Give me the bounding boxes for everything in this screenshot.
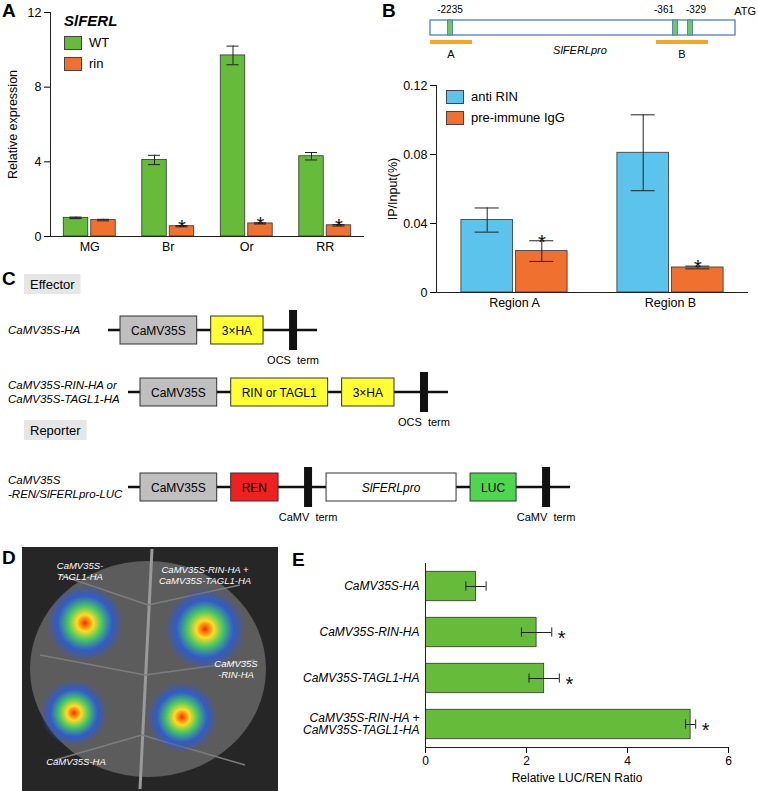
svg-text:CaMV35S-TAGL1-HA: CaMV35S-TAGL1-HA	[8, 393, 120, 405]
svg-text:CaMV term: CaMV term	[517, 511, 576, 523]
svg-text:*: *	[538, 231, 546, 253]
svg-text:RR: RR	[316, 240, 334, 254]
svg-text:-329: -329	[686, 4, 706, 15]
html-text:SlFERL: SlFERL	[64, 12, 118, 29]
svg-text:CaMV35S-RIN-HA or: CaMV35S-RIN-HA or	[8, 379, 118, 391]
svg-text:CaMV35S-HA: CaMV35S-HA	[8, 324, 81, 336]
svg-text:*: *	[178, 216, 186, 238]
html-text:pre-immune IgG: pre-immune IgG	[471, 110, 565, 125]
svg-text:B: B	[678, 48, 685, 60]
svg-text:*: *	[257, 213, 265, 235]
svg-text:-2235: -2235	[437, 4, 463, 15]
svg-text:4: 4	[624, 754, 631, 768]
svg-text:Reporter: Reporter	[30, 423, 81, 438]
svg-text:Or: Or	[240, 240, 254, 254]
svg-text:ATG: ATG	[734, 5, 756, 17]
svg-text:0: 0	[35, 230, 42, 244]
svg-text:CaMV35S: CaMV35S	[151, 386, 206, 400]
svg-text:CaMV35S: CaMV35S	[151, 481, 206, 495]
svg-text:4: 4	[35, 155, 42, 169]
svg-text:SlFERLpro: SlFERLpro	[553, 44, 607, 56]
svg-text:A: A	[447, 48, 455, 60]
svg-text:MG: MG	[80, 240, 100, 254]
svg-text:Region A: Region A	[489, 296, 540, 310]
svg-text:CaMV35S-TAGL1-HA: CaMV35S-TAGL1-HA	[303, 671, 419, 685]
html-text:B: B	[382, 0, 396, 21]
html-text:A: A	[2, 0, 16, 21]
svg-text:-REN/SlFERLpro-LUC: -REN/SlFERLpro-LUC	[8, 488, 123, 500]
svg-text:REN: REN	[242, 481, 267, 495]
svg-text:3×HA: 3×HA	[353, 386, 383, 400]
svg-text:12: 12	[28, 6, 42, 20]
svg-text:*: *	[565, 673, 573, 695]
svg-text:OCS term: OCS term	[398, 416, 450, 428]
svg-text:6: 6	[725, 754, 732, 768]
html-text:anti RIN: anti RIN	[471, 89, 518, 104]
svg-text:-RIN-HA: -RIN-HA	[218, 669, 254, 680]
svg-text:CaMV35S-HA: CaMV35S-HA	[46, 756, 106, 767]
svg-text:0.04: 0.04	[403, 217, 427, 231]
svg-text:0: 0	[422, 754, 429, 768]
html-text:WT: WT	[89, 35, 110, 50]
svg-text:0.12: 0.12	[403, 79, 427, 93]
svg-text:CaMV term: CaMV term	[279, 511, 338, 523]
svg-text:Relative expression: Relative expression	[6, 70, 20, 179]
svg-text:Br: Br	[162, 240, 175, 254]
svg-text:Region B: Region B	[645, 296, 696, 310]
svg-text:0.08: 0.08	[403, 148, 427, 162]
svg-text:OCS term: OCS term	[267, 354, 319, 366]
svg-text:3×HA: 3×HA	[222, 324, 252, 338]
svg-text:-361: -361	[654, 4, 674, 15]
svg-text:CaMV35S-TAGL1-HA: CaMV35S-TAGL1-HA	[159, 575, 251, 586]
html-text:D: D	[2, 547, 16, 568]
svg-text:CaMV35S: CaMV35S	[8, 474, 61, 486]
html-text:C: C	[2, 268, 16, 289]
svg-text:CaMV35S-HA: CaMV35S-HA	[344, 579, 419, 593]
svg-text:*: *	[702, 719, 710, 741]
svg-text:*: *	[558, 627, 566, 649]
svg-text:CaMV35S-RIN-HA: CaMV35S-RIN-HA	[319, 625, 419, 639]
svg-text:SlFERLpro: SlFERLpro	[362, 481, 421, 495]
svg-text:Effector: Effector	[30, 277, 75, 292]
svg-text:CaMV35S: CaMV35S	[214, 658, 258, 669]
svg-text:CaMV35S-RIN-HA +: CaMV35S-RIN-HA +	[161, 564, 248, 575]
svg-text:CaMV35S-RIN-HA +CaMV35S-TAGL1-: CaMV35S-RIN-HA +CaMV35S-TAGL1-HA	[303, 711, 419, 737]
svg-text:TAGL1-HA: TAGL1-HA	[57, 571, 103, 582]
svg-text:8: 8	[35, 80, 42, 94]
svg-text:CaMV35S-: CaMV35S-	[57, 560, 103, 571]
svg-text:CaMV35S: CaMV35S	[131, 324, 186, 338]
svg-text:0: 0	[421, 286, 428, 300]
html-text:E: E	[292, 549, 305, 570]
svg-text:2: 2	[523, 754, 530, 768]
svg-text:*: *	[694, 256, 702, 278]
svg-text:RIN or TAGL1: RIN or TAGL1	[242, 386, 317, 400]
svg-text:IP/Input(%): IP/Input(%)	[386, 158, 400, 221]
svg-text:Relative LUC/REN Ratio: Relative LUC/REN Ratio	[512, 771, 643, 785]
html-text:rin: rin	[89, 56, 104, 71]
svg-text:*: *	[335, 215, 343, 237]
svg-text:LUC: LUC	[481, 481, 505, 495]
